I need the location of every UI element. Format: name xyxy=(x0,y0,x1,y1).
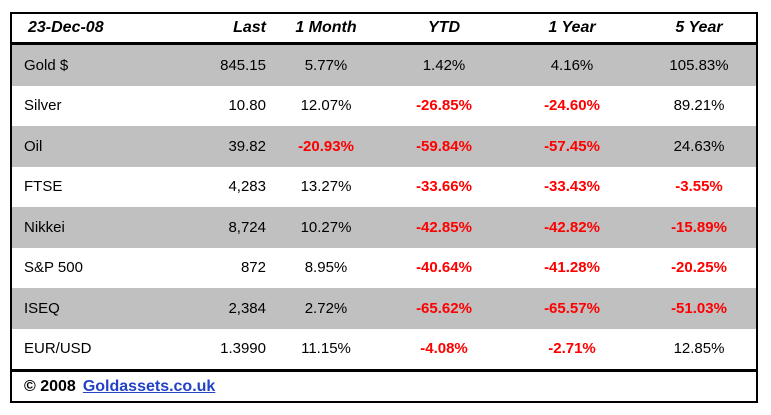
last-value: 2,384 xyxy=(228,299,266,317)
market-performance-table: 23-Dec-08 Last 1 Month YTD 1 Year 5 Year… xyxy=(10,12,758,403)
table-footer: © 2008 Goldassets.co.uk xyxy=(12,369,756,401)
last-value: 8,724 xyxy=(228,218,266,236)
pct-1-month-value: 13.27% xyxy=(300,178,352,196)
pct-5-year-value: 105.83% xyxy=(669,56,729,74)
pct-ytd-value: -26.85% xyxy=(416,97,472,115)
pct-1-month-value: 12.07% xyxy=(300,97,352,115)
table-row: ISEQ 2,384 2.72% -65.62% -65.57% -51.03% xyxy=(12,288,756,329)
pct-1-year-value: -24.60% xyxy=(544,97,600,115)
last-value: 10.80 xyxy=(228,97,266,115)
table-row: EUR/USD 1.3990 11.15% -4.08% -2.71% 12.8… xyxy=(12,328,756,369)
row-label: Gold $ xyxy=(24,56,69,74)
table-row: Gold $ 845.15 5.77% 1.42% 4.16% 105.83% xyxy=(12,45,756,86)
last-value: 4,283 xyxy=(228,178,266,196)
last-value: 872 xyxy=(240,259,266,277)
pct-ytd-value: 1.42% xyxy=(422,56,466,74)
row-label: EUR/USD xyxy=(24,340,92,358)
pct-ytd-value: -59.84% xyxy=(416,137,472,155)
pct-5-year-value: 12.85% xyxy=(673,340,725,358)
table-body: Gold $ 845.15 5.77% 1.42% 4.16% 105.83% … xyxy=(12,45,756,369)
row-label: FTSE xyxy=(24,178,63,196)
column-header-ytd: YTD xyxy=(428,19,460,36)
pct-ytd-value: -42.85% xyxy=(416,218,472,236)
pct-ytd-value: -4.08% xyxy=(420,340,468,358)
pct-1-month-value: 10.27% xyxy=(300,218,352,236)
pct-ytd-value: -33.66% xyxy=(416,178,472,196)
table-header-row: 23-Dec-08 Last 1 Month YTD 1 Year 5 Year xyxy=(12,14,756,45)
table-row: Oil 39.82 -20.93% -59.84% -57.45% 24.63% xyxy=(12,126,756,167)
pct-1-year-value: -41.28% xyxy=(544,259,600,277)
pct-1-month-value: 2.72% xyxy=(304,299,348,317)
pct-1-year-value: -57.45% xyxy=(544,137,600,155)
table-row: FTSE 4,283 13.27% -33.66% -33.43% -3.55% xyxy=(12,166,756,207)
goldassets-link[interactable]: Goldassets.co.uk xyxy=(82,377,216,395)
row-label: S&P 500 xyxy=(24,259,83,277)
row-label: Oil xyxy=(24,137,43,155)
pct-1-month-value: 11.15% xyxy=(301,340,351,358)
pct-1-year-value: -2.71% xyxy=(548,340,596,358)
pct-1-year-value: -65.57% xyxy=(544,299,600,317)
table-row: Nikkei 8,724 10.27% -42.85% -42.82% -15.… xyxy=(12,207,756,248)
pct-5-year-value: -20.25% xyxy=(671,259,727,277)
pct-5-year-value: 89.21% xyxy=(673,97,725,115)
last-value: 39.82 xyxy=(228,137,266,155)
pct-1-month-value: 5.77% xyxy=(304,56,348,74)
table-row: S&P 500 872 8.95% -40.64% -41.28% -20.25… xyxy=(12,247,756,288)
column-header-last: Last xyxy=(233,19,266,36)
copyright-text: © 2008 xyxy=(24,377,76,395)
column-header-1-month: 1 Month xyxy=(295,19,357,36)
pct-1-year-value: -42.82% xyxy=(544,218,600,236)
row-label: Nikkei xyxy=(24,218,65,236)
pct-1-year-value: -33.43% xyxy=(544,178,600,196)
last-value: 1.3990 xyxy=(220,340,266,358)
table-row: Silver 10.80 12.07% -26.85% -24.60% 89.2… xyxy=(12,85,756,126)
pct-1-month-value: 8.95% xyxy=(304,259,348,277)
pct-5-year-value: -15.89% xyxy=(671,218,727,236)
date-header: 23-Dec-08 xyxy=(28,19,104,36)
pct-ytd-value: -65.62% xyxy=(416,299,472,317)
pct-5-year-value: 24.63% xyxy=(673,137,725,155)
pct-5-year-value: -51.03% xyxy=(671,299,727,317)
row-label: Silver xyxy=(24,97,62,115)
column-header-1-year: 1 Year xyxy=(548,19,596,36)
pct-1-month-value: -20.93% xyxy=(298,137,354,155)
pct-5-year-value: -3.55% xyxy=(675,178,723,196)
column-header-5-year: 5 Year xyxy=(675,19,723,36)
pct-1-year-value: 4.16% xyxy=(550,56,594,74)
row-label: ISEQ xyxy=(24,299,60,317)
last-value: 845.15 xyxy=(220,56,266,74)
pct-ytd-value: -40.64% xyxy=(416,259,472,277)
